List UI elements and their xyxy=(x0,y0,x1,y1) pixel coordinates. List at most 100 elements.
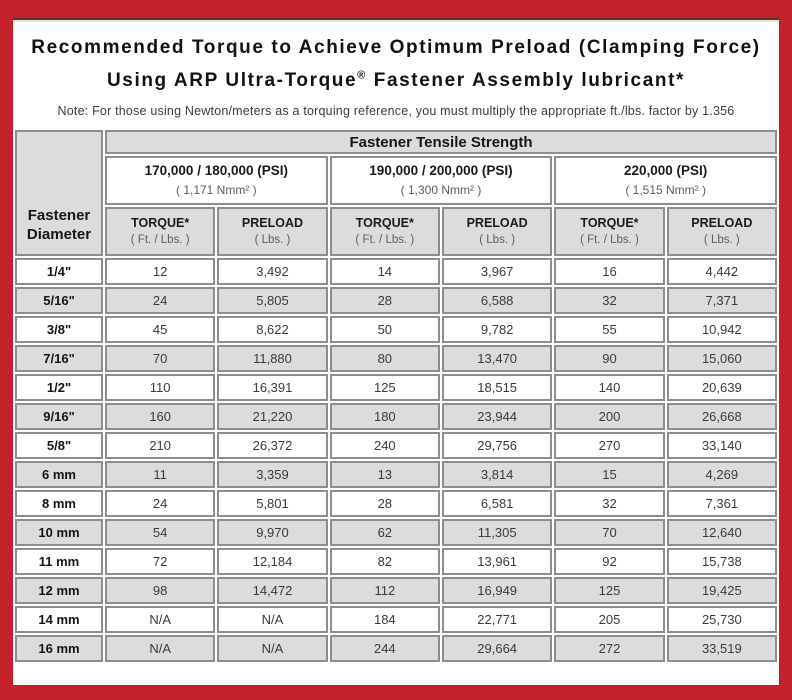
preload-value-cell: 9,782 xyxy=(441,316,553,344)
tensile-strength-header-row: Fastener Diameter Fastener Tensile Streng… xyxy=(15,130,777,257)
preload-value-cell: 11,880 xyxy=(217,345,328,373)
preload-value-cell: 3,359 xyxy=(217,461,328,489)
column-unit: ( Ft. / Lbs. ) xyxy=(355,234,415,247)
torque-value-cell: 90 xyxy=(554,345,665,373)
fastener-diameter-cell: 9/16" xyxy=(15,403,103,431)
nmm-label: ( 1,515 Nmm² ) xyxy=(625,183,706,198)
torque-value-cell: 80 xyxy=(329,345,440,373)
torque-value-cell: N/A xyxy=(105,606,216,634)
column-label: PRELOAD xyxy=(691,216,753,231)
torque-value-cell: 45 xyxy=(105,316,216,344)
preload-value-cell: 11,305 xyxy=(441,519,553,547)
table-row: 10 mm 54 9,970 62 11,305 70 12,640 xyxy=(15,519,777,547)
preload-value-cell: 5,801 xyxy=(217,490,328,518)
torque-value-cell: 32 xyxy=(554,490,665,518)
psi-label: 220,000 (PSI) xyxy=(624,163,708,179)
torque-value-cell: 72 xyxy=(105,548,216,576)
column-unit: ( Ft. / Lbs. ) xyxy=(130,234,190,247)
fastener-diameter-cell: 1/2" xyxy=(15,374,103,402)
table-row: 5/16" 24 5,805 28 6,588 32 7,371 xyxy=(15,287,777,315)
torque-value-cell: 205 xyxy=(554,606,665,634)
content-panel: Recommended Torque to Achieve Optimum Pr… xyxy=(13,18,779,685)
title-line-2-text-after: Fastener Assembly lubricant* xyxy=(366,70,686,92)
torque-value-cell: 180 xyxy=(329,403,440,431)
column-unit: ( Lbs. ) xyxy=(254,234,291,247)
psi-group-220: 220,000 (PSI) ( 1,515 Nmm² ) xyxy=(554,156,777,206)
table-row: 1/4" 12 3,492 14 3,967 16 4,442 xyxy=(15,258,777,286)
preload-value-cell: 19,425 xyxy=(666,577,777,605)
psi-label: 170,000 / 180,000 (PSI) xyxy=(144,163,288,179)
preload-value-cell: 6,588 xyxy=(441,287,553,315)
title-block: Recommended Torque to Achieve Optimum Pr… xyxy=(13,22,779,118)
torque-value-cell: 112 xyxy=(329,577,440,605)
table-row: 11 mm 72 12,184 82 13,961 92 15,738 xyxy=(15,548,777,576)
torque-value-cell: 28 xyxy=(329,490,440,518)
preload-value-cell: 21,220 xyxy=(217,403,328,431)
preload-value-cell: 20,639 xyxy=(666,374,777,402)
preload-value-cell: 5,805 xyxy=(217,287,328,315)
page-title: Recommended Torque to Achieve Optimum Pr… xyxy=(13,33,779,95)
torque-value-cell: 24 xyxy=(105,287,216,315)
column-label: PRELOAD xyxy=(466,216,528,231)
table-row: 6 mm 11 3,359 13 3,814 15 4,269 xyxy=(15,461,777,489)
fastener-diameter-cell: 14 mm xyxy=(15,606,103,634)
preload-value-cell: 9,970 xyxy=(217,519,328,547)
torque-value-cell: 110 xyxy=(105,374,216,402)
preload-value-cell: N/A xyxy=(217,635,328,663)
torque-value-cell: 55 xyxy=(554,316,665,344)
preload-value-cell: 13,961 xyxy=(441,548,553,576)
torque-value-cell: N/A xyxy=(105,635,216,663)
preload-value-cell: 7,371 xyxy=(666,287,777,315)
torque-value-cell: 54 xyxy=(105,519,216,547)
nmm-label: ( 1,300 Nmm² ) xyxy=(400,183,482,198)
preload-value-cell: 4,269 xyxy=(666,461,777,489)
psi-label: 190,000 / 200,000 (PSI) xyxy=(369,163,513,179)
torque-value-cell: 62 xyxy=(329,519,440,547)
torque-value-cell: 240 xyxy=(329,432,440,460)
fastener-diameter-cell: 11 mm xyxy=(15,548,103,576)
fastener-diameter-header-line1: Fastener xyxy=(27,207,91,225)
column-header-row: TORQUE* ( Ft. / Lbs. ) PRELOAD ( Lbs. ) … xyxy=(15,207,777,257)
torque-value-cell: 270 xyxy=(554,432,665,460)
torque-value-cell: 11 xyxy=(105,461,216,489)
preload-value-cell: 10,942 xyxy=(666,316,777,344)
preload-value-cell: 26,668 xyxy=(666,403,777,431)
psi-group-170-180: 170,000 / 180,000 (PSI) ( 1,171 Nmm² ) xyxy=(105,156,328,206)
table-row: 1/2" 110 16,391 125 18,515 140 20,639 xyxy=(15,374,777,402)
torque-value-cell: 98 xyxy=(105,577,216,605)
fastener-diameter-header: Fastener Diameter xyxy=(15,130,103,257)
torque-preload-table: Fastener Diameter Fastener Tensile Streng… xyxy=(13,128,779,664)
torque-column-header: TORQUE* ( Ft. / Lbs. ) xyxy=(329,207,440,257)
torque-value-cell: 14 xyxy=(329,258,440,286)
table-row: 14 mm N/A N/A 184 22,771 205 25,730 xyxy=(15,606,777,634)
preload-value-cell: 16,949 xyxy=(441,577,553,605)
torque-value-cell: 16 xyxy=(554,258,665,286)
registered-trademark-symbol: ® xyxy=(357,70,367,82)
torque-value-cell: 15 xyxy=(554,461,665,489)
fastener-diameter-cell: 12 mm xyxy=(15,577,103,605)
torque-column-header: TORQUE* ( Ft. / Lbs. ) xyxy=(105,207,216,257)
preload-value-cell: 15,060 xyxy=(666,345,777,373)
torque-value-cell: 32 xyxy=(554,287,665,315)
torque-value-cell: 13 xyxy=(329,461,440,489)
torque-value-cell: 200 xyxy=(554,403,665,431)
torque-value-cell: 140 xyxy=(554,374,665,402)
fastener-diameter-cell: 7/16" xyxy=(15,345,103,373)
fastener-diameter-cell: 16 mm xyxy=(15,635,103,663)
column-label: TORQUE* xyxy=(131,216,190,231)
torque-value-cell: 160 xyxy=(105,403,216,431)
preload-value-cell: 23,944 xyxy=(441,403,553,431)
torque-value-cell: 244 xyxy=(329,635,440,663)
fastener-diameter-cell: 1/4" xyxy=(15,258,103,286)
preload-value-cell: 16,391 xyxy=(217,374,328,402)
preload-value-cell: 12,184 xyxy=(217,548,328,576)
preload-value-cell: 3,967 xyxy=(441,258,553,286)
preload-column-header: PRELOAD ( Lbs. ) xyxy=(441,207,553,257)
torque-value-cell: 92 xyxy=(554,548,665,576)
torque-value-cell: 210 xyxy=(105,432,216,460)
psi-group-header-row: 170,000 / 180,000 (PSI) ( 1,171 Nmm² ) 1… xyxy=(15,156,777,206)
table-row: 3/8" 45 8,622 50 9,782 55 10,942 xyxy=(15,316,777,344)
psi-group-190-200: 190,000 / 200,000 (PSI) ( 1,300 Nmm² ) xyxy=(329,156,553,206)
fastener-diameter-cell: 5/8" xyxy=(15,432,103,460)
preload-value-cell: 6,581 xyxy=(441,490,553,518)
